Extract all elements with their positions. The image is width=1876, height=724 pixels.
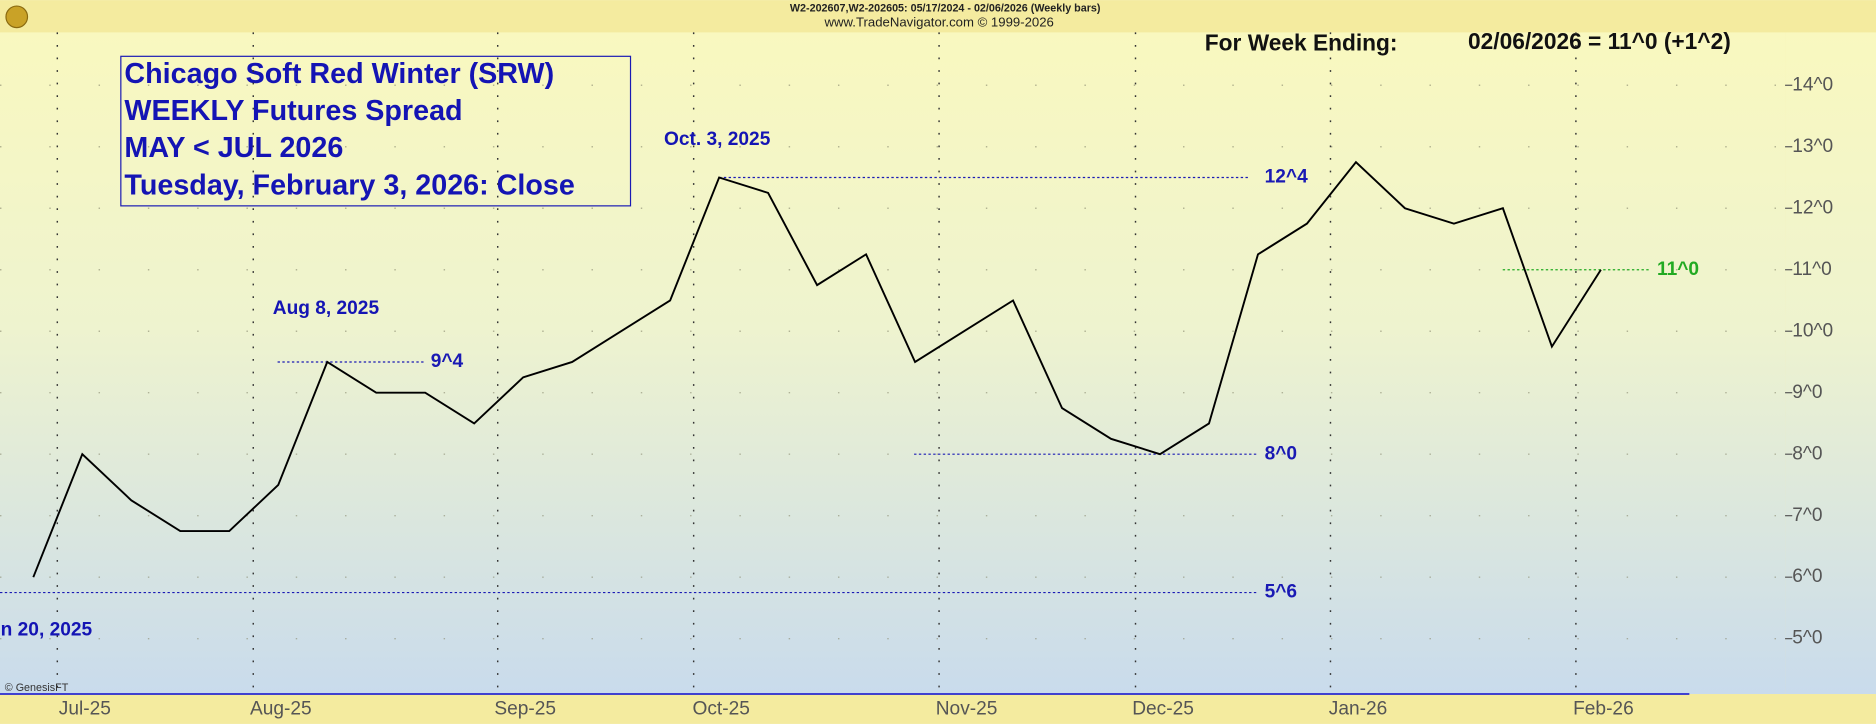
y-tick-label: 10^0: [1792, 320, 1833, 341]
axis-area: [1785, 32, 1876, 695]
y-tick-label: 9^0: [1792, 382, 1822, 403]
title-line: MAY < JUL 2026: [124, 132, 343, 164]
reference-label: 12^4: [1265, 167, 1308, 188]
x-tick-label: Nov-25: [936, 699, 998, 720]
x-tick-label: Sep-25: [494, 699, 556, 720]
y-tick-label: 14^0: [1792, 74, 1833, 95]
x-tick-label: Jan-26: [1329, 699, 1387, 720]
y-tick-label: 12^0: [1792, 197, 1833, 218]
y-tick-label: 13^0: [1792, 136, 1833, 157]
y-tick-label: 5^0: [1792, 628, 1822, 649]
date-annotation: Aug 8, 2025: [273, 298, 380, 319]
header-line: www.TradeNavigator.com © 1999-2026: [824, 14, 1054, 29]
plot-area: [0, 32, 1786, 695]
reference-label: 5^6: [1265, 582, 1297, 603]
y-tick-label: 7^0: [1792, 505, 1822, 526]
title-line: Chicago Soft Red Winter (SRW): [124, 58, 554, 90]
data-line: [32, 160, 1602, 578]
x-tick-label: Oct-25: [692, 699, 749, 720]
logo: [5, 5, 29, 29]
reference-label: 8^0: [1265, 443, 1297, 464]
reference-label: 9^4: [431, 351, 464, 372]
date-annotation: Oct. 3, 2025: [664, 129, 771, 150]
y-tick-label: 8^0: [1792, 443, 1822, 464]
y-tick-label: 6^0: [1792, 566, 1822, 587]
week-ending-value: 02/06/2026 = 11^0 (+1^2): [1468, 28, 1731, 54]
week-ending-label: For Week Ending:: [1205, 29, 1398, 55]
title-line: WEEKLY Futures Spread: [124, 95, 462, 127]
x-tick-label: Dec-25: [1132, 699, 1194, 720]
title-line: Tuesday, February 3, 2026: Close: [124, 169, 574, 201]
x-tick-label: Aug-25: [250, 699, 312, 720]
date-annotation: Jun 20, 2025: [0, 620, 92, 641]
y-tick-label: 11^0: [1792, 259, 1831, 280]
x-tick-label: Jul-25: [59, 699, 111, 720]
credit: © GenesisFT: [5, 682, 69, 694]
x-tick-label: Feb-26: [1573, 699, 1634, 720]
title-box: [120, 55, 632, 207]
reference-label: 11^0: [1657, 259, 1699, 280]
header-line: W2-202607,W2-202605: 05/17/2024 - 02/06/…: [790, 2, 1101, 14]
